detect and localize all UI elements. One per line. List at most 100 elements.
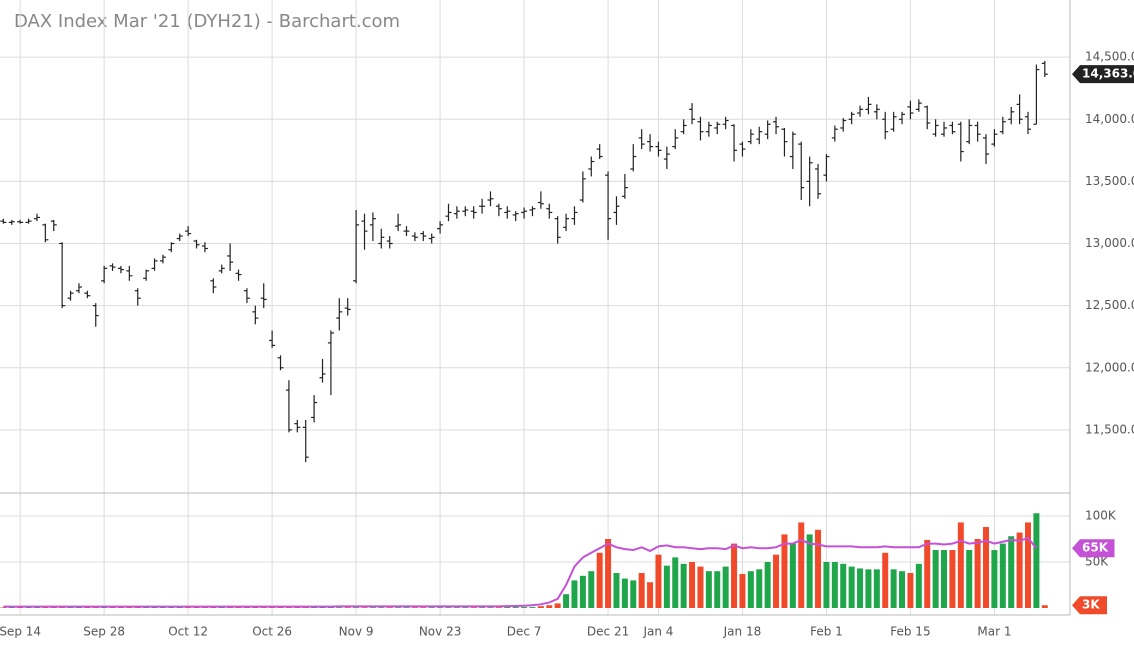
- volume-bar: [59, 607, 66, 608]
- last-close-label: 14,363.0: [1082, 67, 1134, 81]
- volume-bar: [151, 607, 158, 608]
- x-tick-label: Sep 28: [83, 625, 125, 639]
- volume-bar: [369, 607, 376, 608]
- volume-bar: [873, 569, 880, 608]
- volume-bar: [554, 603, 561, 608]
- volume-bar: [924, 539, 931, 608]
- volume-bar: [1033, 513, 1040, 608]
- volume-bar: [798, 522, 805, 608]
- volume-bar: [420, 607, 427, 608]
- last-average-label: 65K: [1082, 541, 1109, 555]
- volume-bar: [252, 607, 259, 608]
- volume-bar: [941, 550, 948, 608]
- volume-bar: [319, 607, 326, 608]
- volume-bar: [563, 594, 570, 608]
- y-tick-label: 13,500.0: [1085, 174, 1134, 188]
- volume-bar: [33, 607, 40, 608]
- volume-bar: [781, 534, 788, 608]
- volume-bar: [453, 607, 460, 608]
- x-tick-label: Oct 26: [252, 625, 292, 639]
- volume-bar: [495, 607, 502, 608]
- volume-bar: [344, 607, 351, 608]
- x-tick-label: Feb 15: [890, 625, 930, 639]
- volume-bar: [974, 539, 981, 608]
- volume-bar: [865, 569, 872, 608]
- volume-bar: [504, 607, 511, 608]
- volume-bar: [571, 580, 578, 608]
- volume-bar: [101, 607, 108, 608]
- volume-bar: [663, 565, 670, 608]
- y-tick-label: 12,000.0: [1085, 360, 1134, 374]
- x-tick-label: Nov 9: [339, 625, 374, 639]
- volume-bar: [235, 607, 242, 608]
- volume-bar: [117, 607, 124, 608]
- volume-bar: [109, 607, 116, 608]
- volume-bar: [722, 566, 729, 608]
- volume-bar: [890, 569, 897, 608]
- volume-bar: [882, 552, 889, 608]
- volume-bar: [546, 605, 553, 608]
- last-close-pill: [1072, 65, 1134, 84]
- volume-bar: [823, 562, 830, 608]
- volume-bar: [1016, 532, 1023, 608]
- volume-bar: [243, 607, 250, 608]
- volume-bar: [470, 607, 477, 608]
- volume-bar: [218, 607, 225, 608]
- y-tick-label: 14,000.0: [1085, 112, 1134, 126]
- volume-bar: [621, 578, 628, 608]
- volume-bar: [487, 607, 494, 608]
- y2-tick-label: 50K: [1085, 555, 1109, 569]
- x-tick-label: Mar 1: [977, 625, 1011, 639]
- volume-bar: [991, 550, 998, 608]
- y-tick-label: 13,000.0: [1085, 236, 1134, 250]
- volume-bar: [647, 582, 654, 608]
- volume-bar: [957, 522, 964, 608]
- volume-bar: [168, 607, 175, 608]
- volume-bar: [260, 607, 267, 608]
- volume-bar: [143, 607, 150, 608]
- volume-bar: [8, 607, 15, 608]
- volume-bar: [336, 607, 343, 608]
- volume-bar: [831, 562, 838, 608]
- x-tick-label: Jan 4: [642, 625, 673, 639]
- volume-bar: [638, 573, 645, 608]
- volume-bar: [932, 550, 939, 608]
- volume-bar: [899, 571, 906, 608]
- volume-bar: [50, 607, 57, 608]
- volume-bar: [655, 554, 662, 608]
- volume-bar: [227, 607, 234, 608]
- average-line: [3, 536, 1038, 608]
- volume-bar: [361, 607, 368, 608]
- volume-bar: [353, 607, 360, 608]
- volume-bar: [512, 607, 519, 608]
- volume-bar: [747, 571, 754, 608]
- volume-bar: [462, 607, 469, 608]
- y-tick-label: 11,500.0: [1085, 422, 1134, 436]
- volume-bar: [529, 607, 536, 608]
- volume-bar: [613, 573, 620, 608]
- volume-bar: [428, 607, 435, 608]
- volume-bar: [731, 543, 738, 608]
- x-tick-label: Oct 12: [168, 625, 208, 639]
- volume-bar: [857, 568, 864, 608]
- last-volume-pill: [1072, 596, 1107, 615]
- volume-bar: [840, 563, 847, 608]
- volume-bar: [756, 569, 763, 608]
- volume-bar: [92, 607, 99, 608]
- volume-bar: [176, 607, 183, 608]
- volume-bar: [739, 573, 746, 608]
- volume-bar: [403, 607, 410, 608]
- volume-bar: [25, 607, 32, 608]
- y-tick-label: 12,500.0: [1085, 298, 1134, 312]
- volume-bar: [411, 607, 418, 608]
- volume-bar: [966, 550, 973, 608]
- chart-title: DAX Index Mar '21 (DYH21) - Barchart.com: [14, 11, 400, 32]
- volume-bar: [605, 539, 612, 608]
- volume-bar: [134, 607, 141, 608]
- x-tick-label: Feb 1: [810, 625, 843, 639]
- x-tick-label: Dec 7: [507, 625, 542, 639]
- volume-bar: [445, 607, 452, 608]
- volume-bar: [714, 571, 721, 608]
- volume-bar: [479, 607, 486, 608]
- volume-bar: [0, 607, 7, 608]
